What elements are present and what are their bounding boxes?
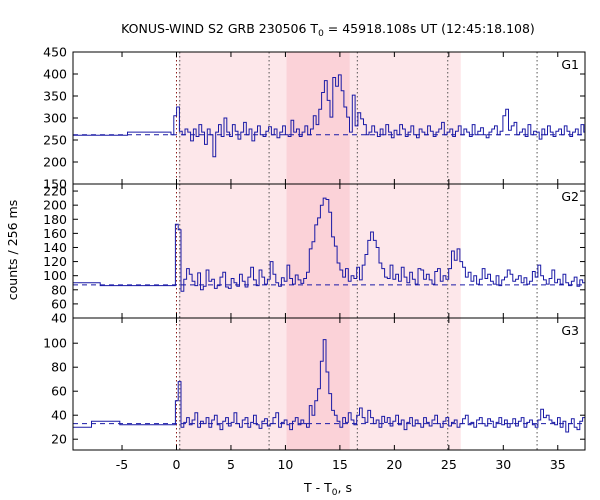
y-tick-label-g2: 80 (51, 282, 67, 297)
y-tick-label-g2: 60 (51, 296, 67, 311)
y-tick-label-g2: 180 (43, 212, 67, 227)
x-tick-label: 5 (227, 457, 235, 472)
x-tick-label: 0 (173, 457, 181, 472)
shaded-interval-2 (286, 52, 350, 450)
y-tick-label-g3: 100 (43, 336, 67, 351)
x-tick-label: 15 (332, 457, 348, 472)
y-tick-label-g1: 350 (43, 89, 67, 104)
x-axis-label: T - T0, s (303, 480, 352, 498)
x-tick-label: -5 (116, 457, 128, 472)
y-tick-label-g1: 250 (43, 133, 67, 148)
y-tick-label-g3: 20 (51, 432, 67, 447)
y-tick-label-g1: 400 (43, 67, 67, 82)
panel-g3-series-group (73, 339, 585, 433)
y-tick-label-g2: 160 (43, 226, 67, 241)
x-tick-label: 30 (495, 457, 511, 472)
y-tick-label-g1: 450 (43, 45, 67, 60)
y-tick-label-g3: 60 (51, 384, 67, 399)
y-tick-label-g3: 80 (51, 360, 67, 375)
panel-g2-series-group (73, 197, 585, 292)
y-tick-label-g2: 200 (43, 198, 67, 213)
panel-label-g3: G3 (561, 323, 579, 338)
y-tick-label-g2: 140 (43, 240, 67, 255)
y-axis-label: counts / 256 ms (5, 200, 20, 300)
x-tick-label: 10 (277, 457, 293, 472)
y-tick-label-g2: 220 (43, 184, 67, 199)
panel-g1-series-group (73, 74, 585, 158)
x-tick-label: 25 (441, 457, 457, 472)
y-tick-label-g1: 150 (43, 177, 67, 192)
light-curve-g2 (73, 197, 585, 292)
y-tick-label-g2: 120 (43, 254, 67, 269)
panel-label-g1: G1 (561, 57, 579, 72)
x-tick-label: 20 (386, 457, 402, 472)
panel-label-g2: G2 (561, 189, 579, 204)
chart-title: KONUS-WIND S2 GRB 230506 T0 = 45918.108s… (121, 21, 535, 39)
y-tick-label-g2: 100 (43, 268, 67, 283)
x-tick-label: 35 (550, 457, 566, 472)
y-tick-label-g1: 200 (43, 155, 67, 170)
y-tick-label-g3: 40 (51, 408, 67, 423)
panel-frame-g3 (72, 317, 586, 451)
y-tick-label-g2: 40 (51, 311, 67, 326)
light-curve-g3 (73, 339, 585, 433)
plot-area: 150200250300350400450G140608010012014016… (43, 45, 586, 472)
y-tick-label-g1: 300 (43, 111, 67, 126)
light-curve-g1 (73, 74, 585, 158)
